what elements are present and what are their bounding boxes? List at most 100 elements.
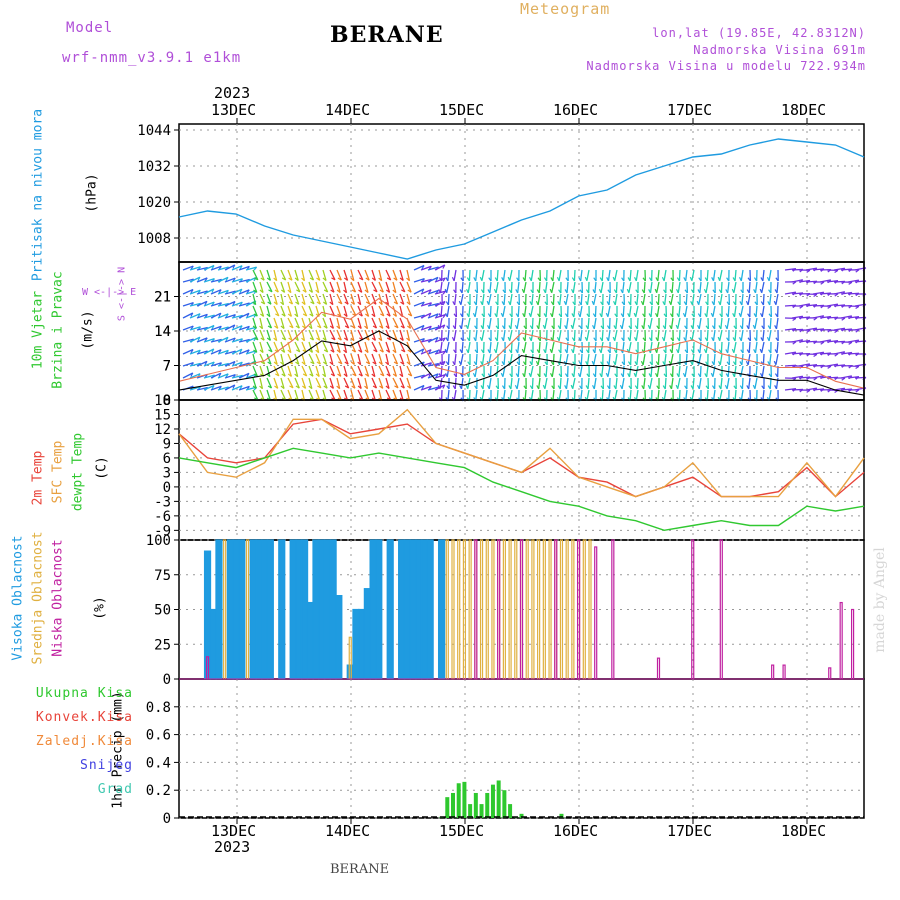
wind-arrow xyxy=(371,341,378,353)
wind-arrow-head xyxy=(253,349,258,353)
wind-arrow xyxy=(182,325,194,331)
wind-arrow xyxy=(182,265,194,271)
wind-arrow xyxy=(840,388,853,391)
wind-arrow-head xyxy=(488,337,492,342)
wind-arrow xyxy=(622,281,625,293)
wind-arrow-head xyxy=(641,325,645,330)
wind-arrow xyxy=(280,377,285,389)
wind-arrow-head xyxy=(232,337,236,342)
wind-arrow xyxy=(720,377,723,390)
wind-arrow-head xyxy=(204,361,208,366)
wind-arrow xyxy=(684,305,688,317)
wind-arrow-head xyxy=(350,337,355,342)
wind-arrow xyxy=(565,293,569,305)
wind-arrow-head xyxy=(495,325,499,330)
wind-arrow-head xyxy=(515,313,519,318)
wind-arrow-head xyxy=(225,337,229,342)
wind-arrow xyxy=(657,329,660,342)
wind-arrow xyxy=(259,353,266,365)
wind-arrow xyxy=(287,269,293,281)
wind-arrow-head xyxy=(550,361,554,366)
wind-arrow-head xyxy=(648,277,653,282)
wind-arrow-head xyxy=(774,373,779,378)
wind-arrow xyxy=(516,377,520,389)
wind-arrow xyxy=(798,316,811,319)
wind-arrow-head xyxy=(330,289,335,293)
wind-arrow xyxy=(364,365,370,377)
wind-arrow xyxy=(615,281,618,294)
cloud-bar xyxy=(691,539,695,680)
wind-arrow-head xyxy=(719,313,723,318)
wind-arrow xyxy=(775,293,779,305)
wind-arrow xyxy=(636,293,639,306)
wind-arrow xyxy=(447,389,450,402)
wind-arrow xyxy=(607,365,611,377)
wind-arrow-head xyxy=(668,300,672,306)
wind-arrow xyxy=(364,377,369,389)
wind-arrow-head xyxy=(438,289,442,294)
wind-arrow-head xyxy=(480,289,485,294)
wind-arrow-head xyxy=(739,361,743,366)
wind-arrow-head xyxy=(690,385,694,390)
wind-arrow-head xyxy=(641,349,645,354)
wind-arrow xyxy=(812,351,824,355)
wind-arrow-head xyxy=(351,325,356,329)
wind-arrow-head xyxy=(752,384,756,390)
day-label-top: 18DEC xyxy=(781,101,826,119)
wind-arrow-head xyxy=(528,312,532,317)
cloud-bar xyxy=(420,539,429,680)
y-tick-label: 1020 xyxy=(137,195,171,211)
wind-arrow-head xyxy=(406,361,411,366)
wind-arrow-head xyxy=(385,361,389,366)
wind-arrow xyxy=(399,329,404,341)
cloud-bar xyxy=(352,608,360,680)
wind-arrow-head xyxy=(442,350,447,355)
wind-arrow-head xyxy=(530,349,534,354)
wind-arrow xyxy=(224,384,236,391)
wind-arrow-head xyxy=(549,348,553,353)
pressure-line xyxy=(178,138,865,260)
wind-arrow-head xyxy=(774,325,778,330)
wind-arrow-head xyxy=(385,325,390,330)
wind-arrow-head xyxy=(663,373,667,378)
wind-arrow-head xyxy=(316,361,321,365)
wind-arrow-head xyxy=(544,301,548,306)
day-label-bottom: 13DEC xyxy=(211,822,256,840)
wind-arrow-head xyxy=(289,325,294,329)
wind-arrow xyxy=(559,317,562,330)
wind-arrow xyxy=(350,389,355,401)
wind-arrow-head xyxy=(732,277,736,282)
wind-arrow xyxy=(287,317,294,329)
wind-arrow-head xyxy=(768,349,772,354)
wind-arrow-head xyxy=(351,349,356,353)
wind-arrow xyxy=(671,281,674,294)
wind-arrow xyxy=(329,317,335,329)
wind-arrow xyxy=(203,348,215,355)
wind-arrow xyxy=(182,312,194,319)
wind-arrow-head xyxy=(724,324,728,330)
wind-arrow xyxy=(196,290,208,295)
wind-arrow-head xyxy=(767,385,771,390)
wind-arrow xyxy=(329,377,335,389)
year-bottom: 2023 xyxy=(214,838,251,856)
wind-arrow-head xyxy=(357,325,362,329)
wind-arrow-head xyxy=(774,313,779,318)
wind-arrow-head xyxy=(689,276,693,282)
wind-arrow-head xyxy=(577,312,581,318)
wind-arrow xyxy=(392,281,397,293)
wind-arrow-head xyxy=(613,360,616,366)
wind-arrow-head xyxy=(726,277,730,282)
wind-arrow xyxy=(706,329,709,342)
wind-arrow xyxy=(467,281,471,293)
wind-arrow xyxy=(558,269,562,281)
precip-legend-item: Grad xyxy=(97,782,133,797)
wind-arrow xyxy=(467,317,471,329)
wind-arrow-head xyxy=(357,361,362,366)
wind-arrow xyxy=(495,281,499,293)
wind-arrow-head xyxy=(438,277,443,282)
wind-arrow xyxy=(413,301,425,307)
wind-arrow-head xyxy=(516,361,520,366)
wind-arrow xyxy=(587,377,590,390)
cloud-bar xyxy=(238,539,246,680)
wind-arrow xyxy=(833,304,846,307)
